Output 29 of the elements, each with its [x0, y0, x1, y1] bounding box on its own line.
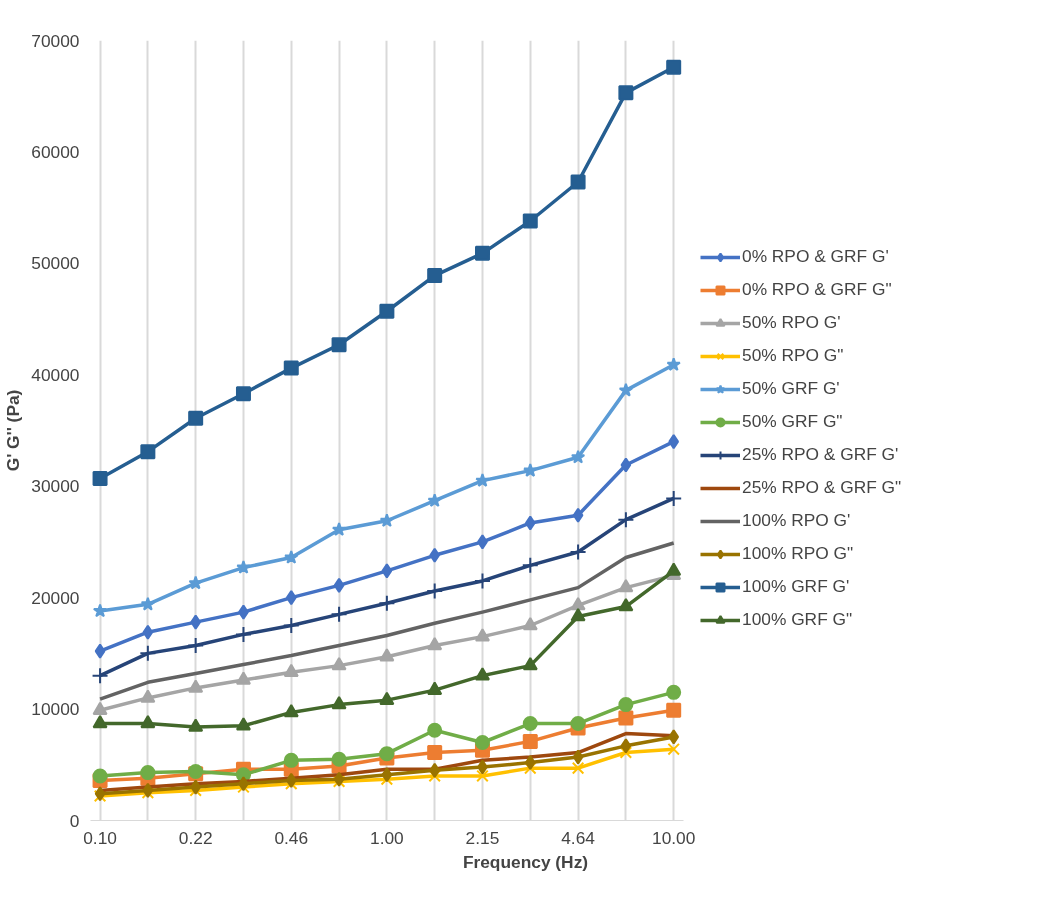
y-tick-label: 20000 [31, 587, 80, 608]
x-tick-label: 0.46 [274, 827, 309, 848]
x-axis-title: Frequency (Hz) [462, 851, 589, 872]
y-axis-title: G' G'' (Pa) [3, 389, 24, 472]
legend-label: 0% RPO & GRF G" [742, 279, 892, 300]
legend-label: 50% GRF G" [742, 411, 843, 432]
x-tick-label: 0.22 [178, 827, 213, 848]
legend-label: 100% RPO G' [742, 510, 851, 531]
x-tick-label: 10.00 [652, 827, 696, 848]
x-tick-label: 2.15 [465, 827, 500, 848]
legend-label: 50% RPO G" [742, 345, 844, 366]
legend-label: 50% GRF G' [742, 378, 840, 399]
legend-label: 100% RPO G" [742, 543, 854, 564]
legend-label: 25% RPO & GRF G" [742, 477, 902, 498]
x-tick-label: 1.00 [370, 827, 404, 848]
x-tick-label: 0.10 [83, 827, 117, 848]
y-tick-label: 70000 [31, 30, 80, 51]
y-tick-label: 40000 [31, 364, 80, 385]
legend-label: 50% RPO G' [742, 312, 841, 333]
legend-label: 25% RPO & GRF G' [742, 444, 899, 465]
y-tick-label: 0 [69, 810, 80, 831]
legend-label: 0% RPO & GRF G' [742, 246, 889, 267]
x-tick-label: 4.64 [561, 827, 596, 848]
legend-label: 100% GRF G" [742, 609, 853, 630]
legend-label: 100% GRF G' [742, 576, 850, 597]
y-tick-label: 10000 [31, 699, 80, 720]
y-tick-label: 60000 [31, 141, 80, 162]
y-tick-label: 30000 [31, 476, 80, 497]
y-tick-label: 50000 [31, 253, 80, 274]
